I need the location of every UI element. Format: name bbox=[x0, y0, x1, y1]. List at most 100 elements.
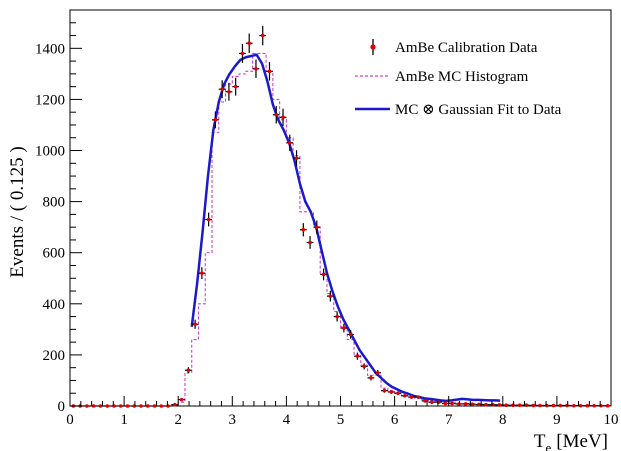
data-point bbox=[117, 404, 125, 408]
data-point-marker bbox=[443, 401, 448, 406]
data-point-marker bbox=[91, 404, 96, 408]
data-point-marker bbox=[105, 404, 109, 408]
data-point-marker bbox=[558, 403, 563, 408]
data-point bbox=[340, 323, 348, 333]
data-point-marker bbox=[572, 403, 576, 408]
data-point-marker bbox=[132, 404, 137, 408]
data-point-marker bbox=[186, 368, 191, 373]
data-point bbox=[218, 80, 226, 99]
data-point-marker bbox=[450, 401, 454, 406]
data-point bbox=[286, 134, 294, 152]
data-point bbox=[536, 403, 544, 408]
data-point-marker bbox=[166, 404, 170, 408]
data-point-marker bbox=[423, 399, 427, 403]
data-point bbox=[563, 403, 571, 408]
data-point-marker bbox=[179, 397, 184, 402]
data-point-marker bbox=[173, 402, 177, 407]
data-point bbox=[455, 402, 463, 406]
data-point-marker bbox=[592, 403, 596, 408]
data-point-marker bbox=[227, 89, 231, 94]
data-point bbox=[326, 290, 334, 302]
data-point-marker bbox=[274, 112, 279, 117]
y-tick-label: 1400 bbox=[35, 41, 65, 57]
legend-entry-mc: AmBe MC Histogram bbox=[355, 69, 529, 85]
data-point-marker bbox=[490, 402, 495, 407]
data-point bbox=[462, 402, 469, 406]
data-point bbox=[124, 404, 131, 408]
data-point-marker bbox=[382, 388, 387, 393]
data-point-marker bbox=[85, 404, 89, 408]
data-point-marker bbox=[585, 403, 590, 408]
legend-mc-label: AmBe MC Histogram bbox=[395, 69, 529, 85]
data-point-marker bbox=[193, 322, 197, 327]
y-tick-label: 400 bbox=[43, 297, 66, 313]
legend: AmBe Calibration Data AmBe MC Histogram … bbox=[355, 39, 562, 118]
data-point-marker bbox=[484, 402, 488, 407]
data-point-marker bbox=[335, 314, 339, 319]
data-point bbox=[354, 352, 361, 360]
data-point-marker bbox=[200, 271, 204, 275]
data-point-marker bbox=[152, 404, 157, 408]
data-point-marker bbox=[281, 115, 285, 120]
data-point-marker bbox=[315, 225, 319, 229]
y-tick-label: 200 bbox=[43, 348, 66, 364]
data-point bbox=[360, 363, 368, 370]
data-point bbox=[556, 403, 564, 408]
data-point bbox=[448, 401, 456, 406]
data-point bbox=[347, 330, 355, 339]
data-point-marker bbox=[328, 294, 333, 298]
data-point-marker bbox=[308, 240, 312, 245]
data-point-marker bbox=[504, 403, 508, 408]
data-point bbox=[482, 402, 490, 407]
data-point bbox=[313, 220, 321, 234]
x-tick-label: 1 bbox=[120, 412, 128, 428]
x-axis-title-subscript: e bbox=[546, 440, 552, 451]
data-point-marker bbox=[463, 402, 468, 406]
data-points-layer bbox=[70, 25, 611, 408]
data-point bbox=[83, 404, 91, 408]
y-tick-label: 1000 bbox=[35, 144, 65, 160]
data-point bbox=[157, 404, 165, 408]
data-point-marker bbox=[375, 370, 380, 375]
data-point-marker bbox=[206, 217, 211, 222]
data-point-marker bbox=[551, 403, 556, 408]
data-point-marker bbox=[457, 402, 461, 406]
data-point-marker bbox=[517, 403, 522, 408]
data-point-marker bbox=[599, 403, 603, 408]
data-point bbox=[103, 404, 111, 408]
data-point bbox=[259, 25, 267, 46]
data-point bbox=[293, 150, 300, 167]
y-tick-label: 1200 bbox=[35, 92, 65, 108]
x-tick-label: 10 bbox=[604, 412, 619, 428]
data-point bbox=[130, 404, 138, 408]
data-point bbox=[178, 397, 185, 402]
data-point bbox=[374, 369, 382, 376]
data-point-marker bbox=[565, 403, 569, 408]
data-point bbox=[110, 404, 118, 408]
data-point bbox=[414, 395, 422, 399]
data-point bbox=[299, 223, 307, 237]
data-point bbox=[272, 106, 280, 124]
data-point bbox=[225, 82, 233, 101]
data-point bbox=[428, 400, 436, 404]
data-point-marker bbox=[267, 69, 272, 74]
data-point bbox=[394, 391, 402, 396]
x-tick-label: 6 bbox=[391, 412, 399, 428]
data-point bbox=[333, 311, 341, 322]
data-point bbox=[516, 403, 524, 408]
data-point bbox=[205, 212, 213, 227]
data-point bbox=[401, 393, 409, 398]
data-point-marker bbox=[348, 332, 353, 337]
data-point bbox=[252, 59, 260, 78]
data-point bbox=[279, 108, 287, 126]
data-point-marker bbox=[260, 33, 265, 38]
data-point bbox=[543, 403, 551, 408]
data-point bbox=[266, 62, 273, 81]
data-point-marker bbox=[233, 84, 238, 89]
data-point-marker bbox=[125, 404, 130, 408]
data-point bbox=[367, 375, 375, 381]
data-point bbox=[245, 33, 253, 53]
data-point-marker bbox=[396, 391, 400, 396]
data-point bbox=[604, 403, 611, 408]
